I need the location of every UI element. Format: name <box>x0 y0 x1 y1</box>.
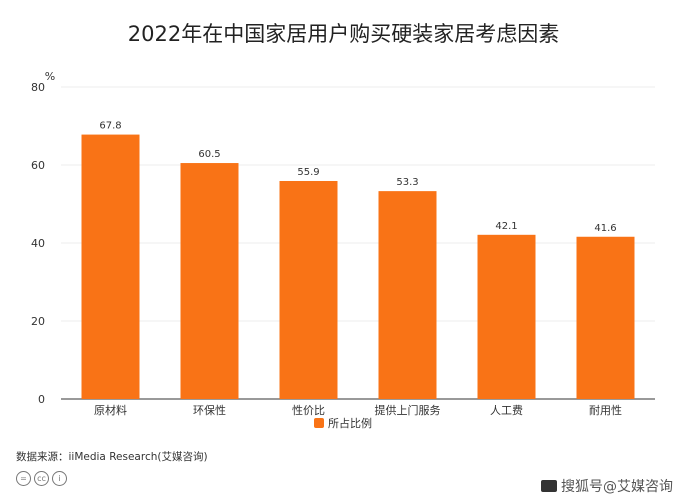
watermark: 搜狐号@艾媒咨询 <box>541 476 673 496</box>
y-tick-label: 80 <box>31 81 45 94</box>
bar <box>279 180 338 399</box>
x-tick-label: 环保性 <box>193 403 226 417</box>
cc-by-icon: i <box>52 471 67 486</box>
legend-swatch <box>314 418 324 428</box>
x-tick-label: 耐用性 <box>589 403 622 417</box>
bar <box>81 134 140 399</box>
y-tick-label: 60 <box>31 159 45 172</box>
x-tick-label: 提供上门服务 <box>375 403 441 417</box>
bar <box>576 236 635 399</box>
sohu-logo-icon <box>541 480 557 492</box>
data-label: 41.6 <box>594 223 616 234</box>
data-source-note: 数据来源：iiMedia Research(艾媒咨询) <box>16 451 208 463</box>
data-label: 53.3 <box>396 177 418 188</box>
y-tick-label: 20 <box>31 315 45 328</box>
x-tick-label: 原材料 <box>94 403 127 417</box>
y-tick-label: 0 <box>38 393 45 406</box>
legend-label: 所占比例 <box>328 416 372 430</box>
x-tick-label: 人工费 <box>490 404 523 417</box>
bar <box>378 191 437 399</box>
y-tick-label: 40 <box>31 237 45 250</box>
data-label: 42.1 <box>495 221 517 232</box>
bar <box>477 234 536 399</box>
x-tick-label: 性价比 <box>292 403 325 417</box>
data-label: 67.8 <box>99 121 121 132</box>
cc-icon: cc <box>34 471 49 486</box>
chart-title: 2022年在中国家居用户购买硬装家居考虑因素 <box>127 22 560 46</box>
cc-equal-icon: = <box>16 471 31 486</box>
data-label: 60.5 <box>198 149 220 160</box>
data-label: 55.9 <box>297 167 319 178</box>
watermark-text: 搜狐号@艾媒咨询 <box>561 479 673 495</box>
license-icons: = cc i <box>16 471 67 486</box>
y-axis-unit: % <box>45 70 55 83</box>
bar <box>180 163 239 399</box>
